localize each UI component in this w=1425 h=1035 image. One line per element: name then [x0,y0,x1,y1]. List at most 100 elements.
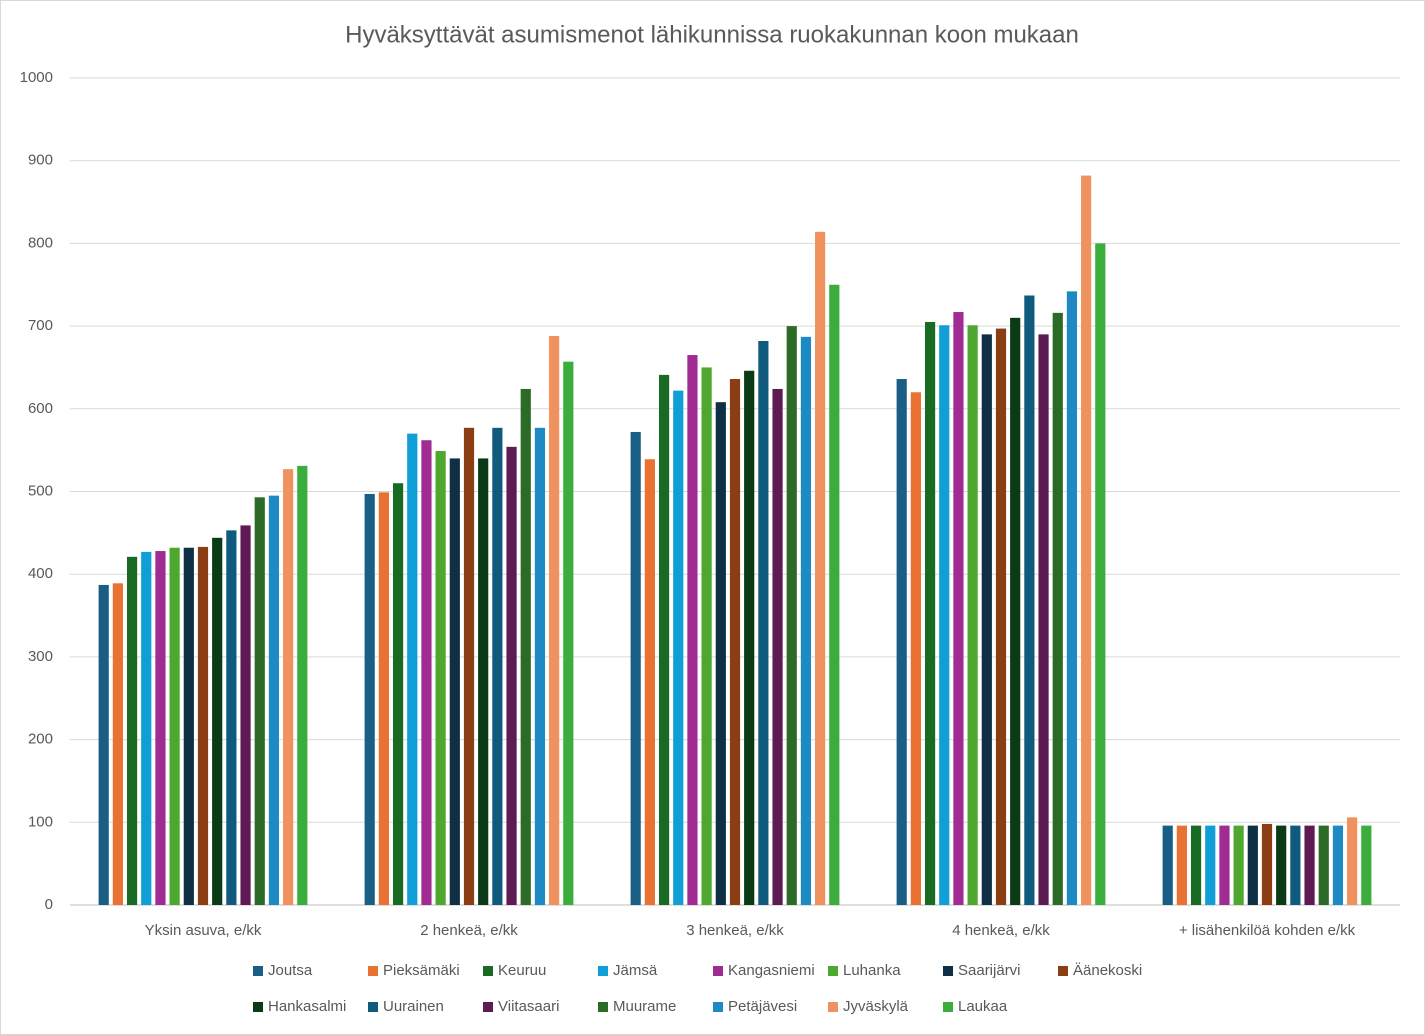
bar [126,556,138,905]
bar [478,458,489,905]
legend-label: Jyväskylä [843,998,909,1015]
bar [1205,825,1216,905]
bar [829,284,840,905]
bar [786,326,797,906]
bar [364,493,375,905]
y-tick-label: 700 [28,317,53,334]
bar [407,433,418,905]
legend-label: Uurainen [383,998,444,1015]
legend-swatch [253,966,263,976]
x-tick-label: + lisähenkilöä kohden e/kk [1179,922,1356,939]
bar [1290,825,1301,905]
bar [449,458,460,905]
bar [644,459,655,905]
bar [197,546,209,905]
y-tick-label: 900 [28,152,53,169]
bar [772,388,783,905]
legend-swatch [828,1002,838,1012]
legend-swatch [598,1002,608,1012]
bar [212,537,223,905]
bar [463,427,475,905]
bar [1347,817,1358,905]
bar [910,392,921,905]
legend-label: Jämsä [613,962,658,979]
bar [1024,295,1035,906]
legend-label: Pieksämäki [383,962,460,979]
bar [435,450,446,905]
legend-swatch [598,966,608,976]
legend-swatch [368,966,378,976]
bar [1219,825,1230,905]
legend-swatch [943,966,953,976]
bar [268,495,280,905]
bar [924,321,936,906]
bar [141,551,152,905]
legend-swatch [943,1002,953,1012]
bar [297,465,308,905]
bar [226,530,237,905]
bar [1162,825,1173,905]
bar [421,440,432,905]
bar [1176,825,1187,905]
y-tick-label: 0 [45,896,53,913]
bar [155,551,166,905]
y-tick-label: 500 [28,482,53,499]
y-tick-label: 400 [28,565,53,582]
legend-label: Kangasniemi [728,962,815,979]
legend-label: Saarijärvi [958,962,1021,979]
bar [549,336,560,905]
bar [687,355,698,905]
bar [1038,334,1049,905]
legend-label: Laukaa [958,998,1008,1015]
bar [534,427,546,905]
legend-swatch [368,1002,378,1012]
bar [183,547,194,905]
bar [758,340,769,906]
bar [1247,825,1258,905]
bar [715,402,726,905]
bar [378,492,389,905]
bar [896,379,907,905]
y-tick-label: 200 [28,731,53,748]
y-tick-label: 1000 [20,69,53,86]
chart-title: Hyväksyttävät asumismenot lähikunnissa r… [345,21,1079,48]
legend-swatch [483,1002,493,1012]
bar [1261,823,1273,905]
bar [283,469,294,905]
bar [815,231,826,905]
legend-label: Keuruu [498,962,546,979]
bar [392,483,404,905]
bar [630,431,641,905]
bar [1233,825,1244,905]
bar [1066,291,1078,906]
legend-swatch [713,1002,723,1012]
legend-swatch [483,966,493,976]
bar [981,334,992,905]
legend-label: Petäjävesi [728,998,797,1015]
bar [112,583,123,905]
y-tick-label: 100 [28,813,53,830]
x-tick-label: 2 henkeä, e/kk [420,922,518,939]
x-tick-label: 3 henkeä, e/kk [686,922,784,939]
bar [1010,317,1021,906]
bar [939,325,950,905]
legend-label: Hankasalmi [268,998,346,1015]
legend-label: Luhanka [843,962,901,979]
bar [729,379,741,905]
bar [1361,825,1372,905]
legend-label: Joutsa [268,962,313,979]
y-tick-label: 600 [28,400,53,417]
bar [1052,312,1063,905]
y-tick-label: 800 [28,234,53,251]
legend-swatch [828,966,838,976]
bar [701,367,712,905]
bar [563,361,574,905]
bar [744,370,755,905]
bar [240,525,251,905]
legend-label: Muurame [613,998,676,1015]
bar [169,547,180,905]
legend-label: Viitasaari [498,998,559,1015]
legend-swatch [253,1002,263,1012]
bar [995,328,1007,905]
legend-label: Äänekoski [1073,962,1142,979]
